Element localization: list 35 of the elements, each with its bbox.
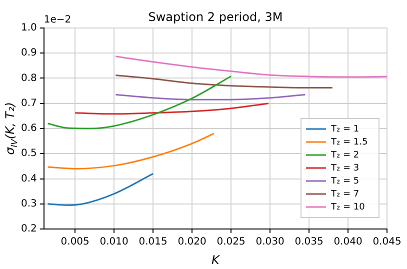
legend-label: T₂ = 10 bbox=[330, 202, 366, 212]
y-tick-label: 1.0 bbox=[20, 22, 37, 34]
x-tick-label: 0.035 bbox=[294, 236, 324, 248]
legend-label: T₂ = 3 bbox=[330, 163, 360, 174]
x-tick-label: 0.005 bbox=[60, 236, 90, 248]
x-tick-label: 0.045 bbox=[372, 236, 402, 248]
chart-title: Swaption 2 period, 3M bbox=[148, 10, 283, 24]
y-tick-label: 0.4 bbox=[20, 173, 37, 184]
y-tick-label: 0.3 bbox=[20, 198, 37, 210]
line-series bbox=[47, 75, 232, 130]
legend-label: T₂ = 1 bbox=[330, 124, 360, 134]
x-tick-label: 0.010 bbox=[100, 236, 128, 248]
y-tick-label: 0.9 bbox=[20, 48, 37, 59]
x-tick-label: 0.020 bbox=[178, 236, 206, 248]
y-tick-label: 0.6 bbox=[20, 123, 37, 134]
line-series bbox=[114, 56, 387, 78]
x-tick-label: 0.015 bbox=[138, 236, 168, 248]
line-series bbox=[47, 132, 215, 170]
legend-label: T₂ = 5 bbox=[330, 176, 360, 186]
x-tick-label: 0.040 bbox=[334, 236, 362, 248]
y-axis-title: σIV(K, T₂) bbox=[3, 102, 19, 155]
x-axis-title: K bbox=[212, 253, 221, 268]
legend-label: T₂ = 1.5 bbox=[330, 137, 368, 148]
y-tick-label: 0.5 bbox=[20, 148, 37, 160]
line-series bbox=[47, 172, 154, 206]
y-tick-label: 0.7 bbox=[20, 98, 37, 109]
x-tick-label: 0.025 bbox=[216, 236, 246, 248]
line-series bbox=[74, 102, 270, 115]
text: 1e−2 bbox=[44, 14, 72, 26]
legend-label: T₂ = 7 bbox=[330, 189, 360, 200]
x-tick-label: 0.030 bbox=[256, 236, 284, 248]
line-series bbox=[114, 74, 334, 89]
y-tick-label: 0.2 bbox=[20, 224, 37, 235]
legend-label: T₂ = 2 bbox=[330, 150, 360, 160]
y-tick-label: 0.8 bbox=[20, 72, 37, 84]
